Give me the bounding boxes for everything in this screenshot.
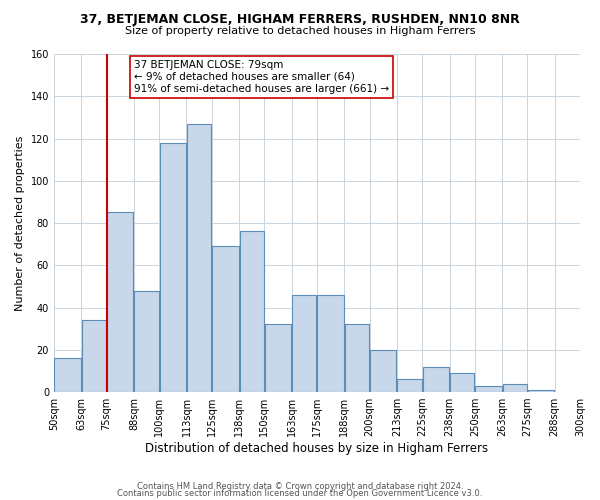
Text: Contains HM Land Registry data © Crown copyright and database right 2024.: Contains HM Land Registry data © Crown c… <box>137 482 463 491</box>
Bar <box>317 295 344 392</box>
Bar <box>55 358 81 392</box>
Bar <box>160 142 186 392</box>
Bar <box>265 324 291 392</box>
Bar <box>423 366 449 392</box>
Bar <box>528 390 554 392</box>
Text: 37 BETJEMAN CLOSE: 79sqm
← 9% of detached houses are smaller (64)
91% of semi-de: 37 BETJEMAN CLOSE: 79sqm ← 9% of detache… <box>134 60 389 94</box>
Bar <box>292 295 316 392</box>
Text: Size of property relative to detached houses in Higham Ferrers: Size of property relative to detached ho… <box>125 26 475 36</box>
Bar <box>397 380 422 392</box>
Bar <box>475 386 502 392</box>
Bar <box>503 384 527 392</box>
Bar <box>82 320 106 392</box>
Bar <box>107 212 133 392</box>
Bar <box>212 246 239 392</box>
Bar <box>187 124 211 392</box>
Bar <box>134 290 158 392</box>
Bar <box>370 350 397 392</box>
X-axis label: Distribution of detached houses by size in Higham Ferrers: Distribution of detached houses by size … <box>145 442 488 455</box>
Y-axis label: Number of detached properties: Number of detached properties <box>15 136 25 310</box>
Bar <box>239 232 264 392</box>
Bar <box>450 373 474 392</box>
Text: Contains public sector information licensed under the Open Government Licence v3: Contains public sector information licen… <box>118 488 482 498</box>
Text: 37, BETJEMAN CLOSE, HIGHAM FERRERS, RUSHDEN, NN10 8NR: 37, BETJEMAN CLOSE, HIGHAM FERRERS, RUSH… <box>80 12 520 26</box>
Bar <box>345 324 369 392</box>
